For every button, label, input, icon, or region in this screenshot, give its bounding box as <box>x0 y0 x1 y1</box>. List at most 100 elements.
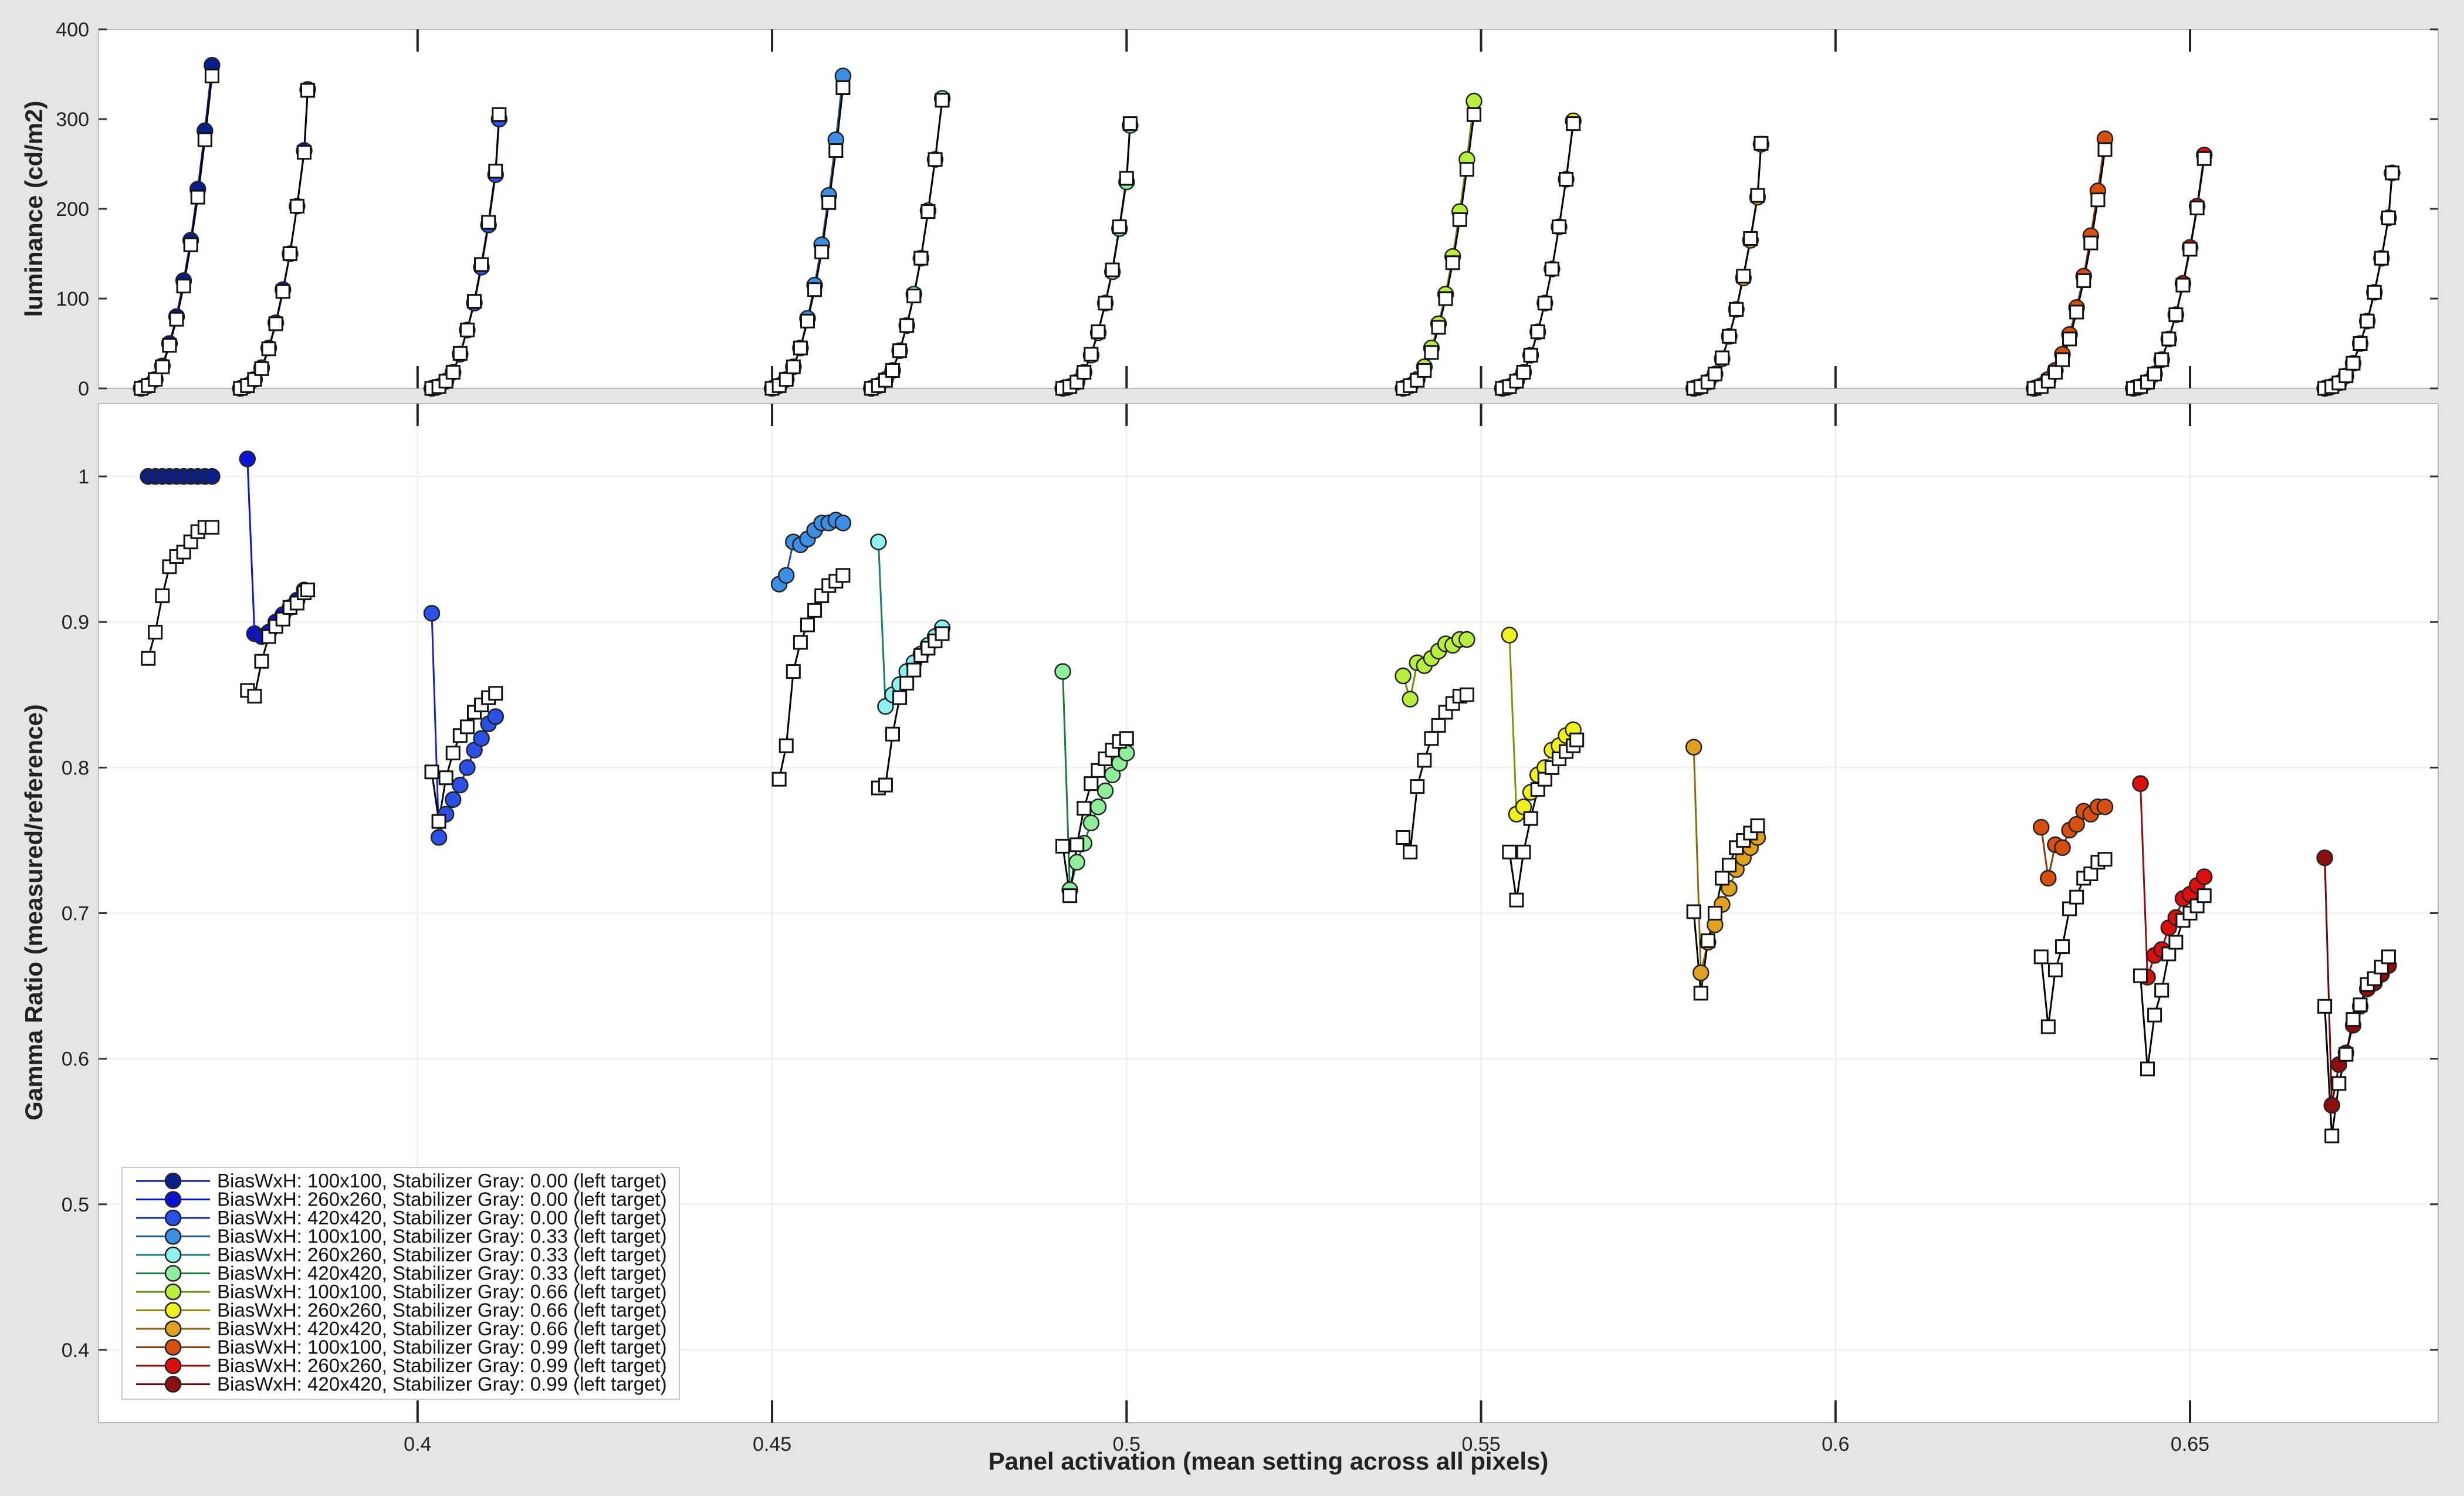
lum-reference-point <box>1722 329 1737 344</box>
luminance-plot-area <box>98 29 2439 389</box>
gamma-reference-point <box>2317 999 2333 1014</box>
lum-reference-point <box>1566 116 1581 131</box>
legend-entry: BiasWxH: 420x420, Stabilizer Gray: 0.66 … <box>136 1318 667 1339</box>
gamma-y-tick-label: 1 <box>78 466 89 488</box>
gamma-measured-point <box>2040 869 2057 887</box>
lum-reference-point <box>1112 219 1127 235</box>
gamma-reference-point <box>424 764 439 780</box>
lum-reference-point <box>1431 320 1446 335</box>
gamma-reference-point <box>2154 983 2169 998</box>
legend-label: BiasWxH: 100x100, Stabilizer Gray: 0.33 … <box>217 1226 667 1247</box>
lum-series-9 <box>1685 136 1770 397</box>
gamma-reference-point <box>1693 986 1708 1001</box>
lum-reference-point <box>1523 347 1538 363</box>
gamma-reference-point <box>2338 1047 2354 1062</box>
x-tick-label: 0.5 <box>1113 1433 1140 1456</box>
gamma-measured-point <box>1054 663 1071 680</box>
gamma-measured-point <box>1458 631 1475 648</box>
lum-reference-point <box>935 93 950 108</box>
lum-reference-point <box>1438 291 1453 306</box>
lum-reference-point <box>190 189 205 205</box>
lum-reference-point <box>807 282 823 297</box>
gamma-reference-point <box>488 686 503 701</box>
gamma-measured-point <box>2068 815 2085 833</box>
lum-reference-point <box>906 288 922 303</box>
lum-reference-point <box>2168 307 2184 323</box>
lum-reference-point <box>1537 296 1552 311</box>
lum-series-1 <box>133 56 221 397</box>
gamma-measured-point <box>1395 667 1412 685</box>
gamma-reference-point <box>1686 904 1701 919</box>
gamma-reference-point <box>445 746 461 761</box>
lum-reference-point <box>1559 172 1574 187</box>
gamma-reference-point <box>800 617 815 632</box>
lum-reference-point <box>488 164 503 179</box>
lum-reference-point <box>2384 165 2399 181</box>
lum-reference-point <box>1459 162 1474 177</box>
gamma-y-tick-label: 0.5 <box>62 1194 89 1216</box>
legend-marker <box>164 1209 182 1227</box>
lum-reference-point <box>2047 364 2063 380</box>
lum-y-tick-label: 0 <box>78 378 89 400</box>
lum-y-tick-label: 200 <box>56 198 89 221</box>
gamma-reference-point <box>793 635 808 650</box>
lum-reference-point <box>2161 331 2177 347</box>
gamma-reference-point <box>2040 1019 2056 1034</box>
gamma-reference-point <box>1700 933 1715 949</box>
gamma-series-5 <box>870 533 951 796</box>
lum-reference-point <box>1754 136 1769 151</box>
lum-reference-point <box>2381 210 2396 225</box>
lum-reference-point <box>1466 107 1481 122</box>
gamma-reference-point <box>254 654 269 669</box>
gamma-measured-point <box>2032 818 2050 836</box>
gamma-series-6 <box>1054 663 1135 903</box>
legend-marker <box>164 1191 182 1208</box>
lum-reference-point <box>2154 352 2169 367</box>
gamma-reference-point <box>2097 852 2113 867</box>
lum-series-7 <box>1395 93 1483 397</box>
lum-reference-point <box>148 372 163 387</box>
lum-reference-point <box>1729 302 1744 317</box>
legend-label: BiasWxH: 260x260, Stabilizer Gray: 0.00 … <box>217 1189 667 1210</box>
lum-reference-point <box>1105 262 1120 277</box>
lum-reference-point <box>1417 363 1432 378</box>
lum-reference-point <box>1424 345 1439 360</box>
gamma-reference-point <box>148 625 163 640</box>
gamma-measured-point <box>870 533 887 550</box>
lum-reference-point <box>2367 285 2382 300</box>
gamma-series-12 <box>2316 849 2397 1143</box>
gamma-measured-point <box>2096 798 2114 815</box>
legend-entry: BiasWxH: 100x100, Stabilizer Gray: 0.00 … <box>136 1170 667 1192</box>
legend-label: BiasWxH: 420x420, Stabilizer Gray: 0.00 … <box>217 1207 667 1228</box>
lum-series-5 <box>862 90 951 397</box>
luminance-panel: 0 100 200 300 400 luminance (cd/m2) <box>20 19 2439 400</box>
lum-reference-point <box>1544 262 1559 277</box>
gamma-reference-point <box>1119 731 1134 746</box>
gamma-measured-point <box>834 515 852 532</box>
gamma-reference-point <box>300 583 316 598</box>
gamma-reference-point <box>2069 889 2084 905</box>
lum-reference-point <box>1077 364 1092 380</box>
gamma-reference-point <box>2168 935 2184 950</box>
gamma-measured-point <box>2323 1096 2340 1114</box>
gamma-series-8 <box>1501 627 1585 908</box>
lum-reference-point <box>1516 364 1531 380</box>
gamma-measured-point <box>1089 798 1107 815</box>
lum-reference-point <box>2055 352 2070 367</box>
lum-reference-point <box>2360 313 2375 329</box>
gamma-y-tick-label: 0.9 <box>62 611 89 634</box>
gamma-reference-point <box>1502 844 1517 859</box>
gamma-reference-point <box>1459 687 1474 702</box>
lum-reference-point <box>1714 350 1729 365</box>
gamma-y-tick-label: 0.8 <box>62 757 89 779</box>
gamma-series-3 <box>423 605 505 846</box>
lum-series-2 <box>232 81 316 397</box>
lum-reference-point <box>2083 235 2099 251</box>
gamma-series-9 <box>1685 739 1766 1001</box>
lum-reference-point <box>1707 367 1722 382</box>
legend-label: BiasWxH: 100x100, Stabilizer Gray: 0.00 … <box>217 1170 667 1192</box>
gamma-reference-point <box>1055 838 1071 854</box>
gamma-series-2 <box>239 451 316 704</box>
lum-reference-point <box>459 323 475 338</box>
